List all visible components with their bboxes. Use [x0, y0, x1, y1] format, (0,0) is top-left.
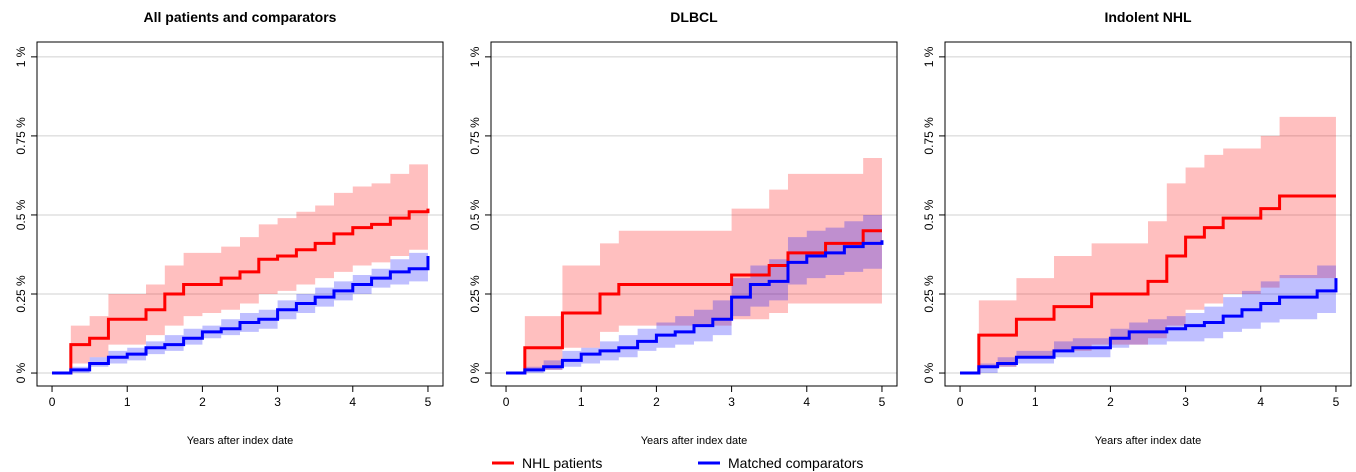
y-tick-label: 0 % — [14, 362, 28, 383]
step-line — [506, 229, 882, 375]
y-tick-label: 1 % — [468, 46, 482, 67]
x-axis-label: Years after index date — [641, 435, 748, 447]
confidence-band — [960, 252, 1336, 374]
panel: Indolent NHL 0 % 0.25 % 0.5 % 0.75 % 1 % 0 1 2 3 4… — [922, 9, 1352, 447]
panel: DLBCL 0 % 0.25 % 0.5 % 0.75 % 1 % 0 1 2 3 4 5 Years … — [468, 9, 898, 447]
legend-label: Matched comparators — [728, 455, 863, 471]
step-line — [506, 240, 884, 375]
x-tick-label: 2 — [1107, 395, 1114, 409]
y-tick-label: 0.25 % — [14, 275, 28, 313]
x-tick-label: 3 — [274, 395, 281, 409]
step-line — [52, 208, 430, 375]
y-tick-label: 0.25 % — [468, 275, 482, 313]
x-tick-label: 1 — [578, 395, 585, 409]
x-tick-label: 4 — [803, 395, 810, 409]
x-tick-label: 1 — [1032, 395, 1039, 409]
y-tick-label: 0.75 % — [922, 117, 936, 155]
y-tick-label: 0.5 % — [14, 199, 28, 230]
chart-title: All patients and comparators — [144, 9, 337, 25]
x-tick-label: 4 — [1257, 395, 1264, 409]
confidence-band — [506, 158, 882, 374]
y-tick-label: 0 % — [922, 362, 936, 383]
x-tick-label: 3 — [728, 395, 735, 409]
plot-frame — [36, 41, 444, 387]
plot-frame — [490, 41, 898, 387]
x-tick-label: 3 — [1182, 395, 1189, 409]
panel: All patients and comparators 0 % 0.25 % 0.5… — [14, 9, 444, 447]
x-tick-label: 0 — [49, 395, 56, 409]
step-line — [52, 256, 430, 375]
x-tick-label: 0 — [957, 395, 964, 409]
chart-title: Indolent NHL — [1104, 9, 1192, 25]
x-axis-label: Years after index date — [187, 435, 294, 447]
y-tick-label: 0.75 % — [468, 117, 482, 155]
x-tick-label: 2 — [653, 395, 660, 409]
y-tick-label: 1 % — [922, 46, 936, 67]
plot-frame — [944, 41, 1352, 387]
y-tick-label: 0 % — [468, 362, 482, 383]
x-tick-label: 5 — [425, 395, 432, 409]
chart-title: DLBCL — [670, 9, 718, 25]
y-tick-label: 0.25 % — [922, 275, 936, 313]
step-line — [960, 278, 1338, 375]
step-line — [960, 194, 1336, 375]
x-tick-label: 5 — [879, 395, 886, 409]
legend: NHL patients Matched comparators — [492, 455, 863, 471]
y-tick-label: 0.75 % — [14, 117, 28, 155]
x-axis-label: Years after index date — [1095, 435, 1202, 447]
y-tick-label: 0.5 % — [922, 199, 936, 230]
y-tick-label: 0.5 % — [468, 199, 482, 230]
x-tick-label: 0 — [503, 395, 510, 409]
confidence-band — [52, 161, 428, 374]
y-tick-label: 1 % — [14, 46, 28, 67]
x-tick-label: 1 — [124, 395, 131, 409]
x-tick-label: 5 — [1333, 395, 1340, 409]
confidence-band — [506, 208, 882, 374]
x-tick-label: 2 — [199, 395, 206, 409]
legend-label: NHL patients — [522, 455, 602, 471]
x-tick-label: 4 — [349, 395, 356, 409]
